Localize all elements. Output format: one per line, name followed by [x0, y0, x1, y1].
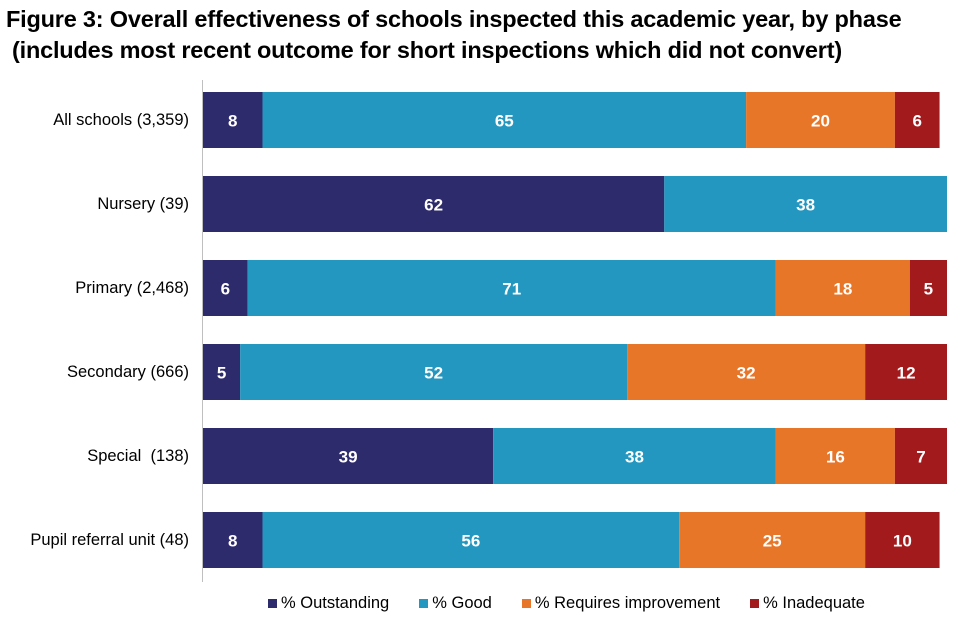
data-label: 5 — [924, 280, 933, 299]
data-label: 16 — [826, 448, 845, 467]
legend-swatch-inadequate — [750, 599, 760, 608]
legend-item-inadequate: % Inadequate — [750, 594, 865, 613]
legend-item-outstanding: % Outstanding — [268, 594, 389, 613]
legend-swatch-outstanding — [268, 599, 277, 608]
category-label: All schools (3,359) — [53, 111, 189, 129]
chart-legend: % Outstanding % Good % Requires improvem… — [268, 594, 895, 613]
legend-label-outstanding: % Outstanding — [281, 594, 390, 612]
bar-segment-good — [247, 260, 776, 316]
data-label: 52 — [424, 364, 443, 383]
bar-segment-requires-improvement — [746, 92, 895, 148]
bar-segment-good — [262, 512, 680, 568]
category-label: Special (138) — [87, 447, 189, 465]
category-label: Secondary (666) — [67, 363, 189, 381]
bar-segment-outstanding — [203, 344, 241, 400]
data-label: 20 — [811, 112, 830, 131]
legend-swatch-requires-improvement — [521, 599, 531, 608]
category-label: Pupil referral unit (48) — [30, 531, 189, 549]
bar-segment-outstanding — [203, 512, 263, 568]
legend-swatch-good — [419, 599, 429, 608]
data-label: 8 — [228, 112, 237, 131]
bar-segment-outstanding — [203, 428, 494, 484]
data-label: 18 — [833, 280, 852, 299]
data-label: 39 — [339, 448, 358, 467]
bar-segment-outstanding — [203, 260, 248, 316]
data-label: 38 — [796, 196, 815, 215]
chart-title-line2: (includes most recent outcome for short … — [12, 37, 842, 63]
data-label: 6 — [221, 280, 230, 299]
data-label: 8 — [228, 532, 237, 551]
data-label: 12 — [897, 364, 916, 383]
legend-label-good: % Good — [432, 594, 492, 612]
data-label: 65 — [495, 112, 514, 131]
bar-segment-good — [262, 92, 747, 148]
data-label: 5 — [217, 364, 226, 383]
legend-item-good: % Good — [419, 594, 492, 613]
bar-segment-outstanding — [203, 92, 263, 148]
bar-segment-inadequate — [894, 92, 940, 148]
data-label: 56 — [461, 532, 480, 551]
bar-segment-inadequate — [865, 512, 940, 568]
data-label: 6 — [913, 112, 922, 131]
category-label: Nursery (39) — [97, 195, 189, 213]
data-label: 10 — [893, 532, 912, 551]
data-label: 7 — [916, 448, 925, 467]
bar-segment-inadequate — [909, 260, 947, 316]
data-label: 38 — [625, 448, 644, 467]
bar-segment-good — [240, 344, 628, 400]
bar-segment-outstanding — [203, 176, 665, 232]
bar-segment-requires-improvement — [775, 428, 895, 484]
data-label: 25 — [763, 532, 782, 551]
legend-label-inadequate: % Inadequate — [763, 594, 865, 612]
bar-segment-inadequate — [894, 428, 947, 484]
data-label: 71 — [502, 280, 521, 299]
legend-label-requires-improvement: % Requires improvement — [534, 594, 721, 612]
bar-segment-requires-improvement — [627, 344, 866, 400]
bar-segment-good — [493, 428, 776, 484]
data-label: 62 — [424, 196, 443, 215]
bar-segment-good — [664, 176, 947, 232]
bar-segment-inadequate — [865, 344, 947, 400]
chart-title: Figure 3: Overall effectiveness of schoo… — [6, 4, 956, 66]
bar-segment-requires-improvement — [775, 260, 910, 316]
bar-segment-requires-improvement — [679, 512, 866, 568]
legend-item-requires-improvement: % Requires improvement — [521, 594, 721, 613]
category-label: Primary (2,468) — [75, 279, 189, 297]
data-label: 32 — [737, 364, 756, 383]
chart-title-line1: Figure 3: Overall effectiveness of schoo… — [6, 6, 902, 32]
